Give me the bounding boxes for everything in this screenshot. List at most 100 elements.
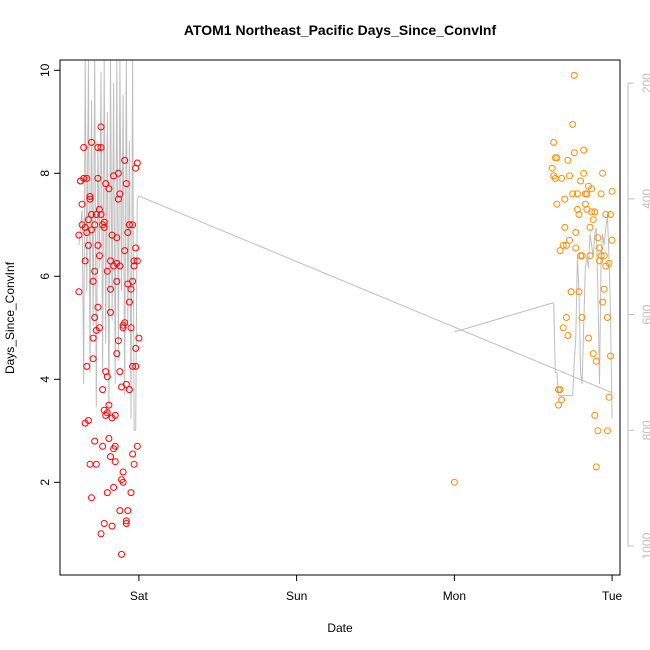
data-point bbox=[121, 247, 129, 255]
data-point bbox=[75, 231, 83, 239]
data-point bbox=[133, 159, 141, 167]
data-point bbox=[91, 267, 99, 275]
data-point bbox=[585, 334, 592, 342]
data-point bbox=[125, 386, 133, 394]
data-point bbox=[83, 362, 91, 370]
x-tick-label: Sat bbox=[130, 589, 149, 603]
data-point bbox=[583, 190, 591, 198]
data-point bbox=[572, 244, 580, 252]
data-point bbox=[558, 174, 566, 182]
data-point bbox=[548, 164, 556, 172]
data-point bbox=[86, 193, 94, 200]
data-point bbox=[607, 352, 614, 360]
data-point bbox=[122, 517, 130, 525]
data-point bbox=[564, 332, 572, 339]
data-point bbox=[103, 409, 111, 417]
data-point bbox=[116, 368, 124, 376]
overlay-line-segment bbox=[454, 216, 613, 419]
data-point bbox=[89, 277, 97, 285]
data-point bbox=[91, 221, 99, 229]
data-point bbox=[83, 174, 91, 182]
data-point bbox=[75, 288, 83, 296]
data-point bbox=[600, 252, 608, 260]
data-point bbox=[592, 463, 600, 471]
data-point bbox=[573, 190, 581, 198]
data-point bbox=[122, 380, 130, 388]
y2-tick-label: 400 bbox=[640, 189, 650, 209]
data-point bbox=[116, 190, 124, 198]
x-tick-label: Sun bbox=[286, 589, 307, 603]
data-point bbox=[86, 460, 94, 468]
data-point bbox=[127, 489, 135, 497]
data-point bbox=[84, 241, 92, 249]
data-point bbox=[561, 223, 569, 231]
data-point bbox=[566, 236, 573, 244]
data-point bbox=[450, 478, 458, 486]
y2-axis: 200 400 600 800 1000 bbox=[627, 73, 650, 559]
data-point bbox=[580, 146, 588, 154]
data-point bbox=[562, 314, 570, 321]
x-tick-label: Mon bbox=[443, 589, 466, 603]
data-point bbox=[107, 308, 114, 316]
data-point bbox=[608, 187, 616, 195]
data-point bbox=[577, 252, 585, 260]
data-point bbox=[105, 401, 113, 409]
data-point bbox=[114, 169, 122, 177]
data-point bbox=[100, 520, 108, 527]
data-point bbox=[599, 169, 607, 177]
y-tick-label: 2 bbox=[38, 479, 52, 486]
data-point bbox=[580, 169, 588, 177]
data-point bbox=[130, 257, 138, 265]
data-point bbox=[122, 180, 130, 188]
y2-tick-label: 200 bbox=[640, 73, 650, 93]
data-point bbox=[597, 190, 605, 198]
data-point bbox=[607, 211, 614, 218]
data-point bbox=[124, 280, 132, 288]
scatter-points bbox=[75, 71, 616, 558]
x-axis: Sat Sun Mon Tue bbox=[130, 575, 623, 603]
data-point bbox=[114, 337, 122, 345]
data-point bbox=[129, 221, 137, 229]
y-tick-label: 6 bbox=[38, 273, 52, 280]
data-point bbox=[603, 427, 611, 435]
y-axis: 2 4 6 8 10 bbox=[38, 63, 60, 486]
data-point bbox=[97, 530, 105, 538]
data-point bbox=[592, 357, 600, 365]
data-point bbox=[572, 229, 580, 236]
data-point bbox=[564, 156, 572, 164]
data-point bbox=[124, 507, 132, 515]
data-point bbox=[121, 156, 129, 164]
overlay-line-segment bbox=[78, 60, 613, 431]
data-point bbox=[589, 216, 597, 224]
data-point bbox=[586, 223, 594, 231]
data-point bbox=[559, 324, 567, 332]
data-point bbox=[103, 489, 111, 497]
data-point bbox=[569, 190, 577, 198]
data-point bbox=[581, 200, 589, 208]
data-point bbox=[110, 445, 118, 453]
data-point bbox=[103, 267, 111, 275]
data-point bbox=[599, 298, 607, 306]
y-axis-label: Days_Since_ConvInf bbox=[3, 261, 17, 374]
data-point bbox=[122, 520, 130, 527]
data-point bbox=[608, 236, 616, 244]
data-point bbox=[113, 350, 121, 358]
data-point bbox=[135, 334, 143, 342]
data-point bbox=[124, 229, 132, 236]
data-point bbox=[97, 144, 105, 151]
data-point bbox=[125, 298, 133, 306]
data-point bbox=[92, 211, 100, 218]
data-point bbox=[594, 427, 602, 435]
data-point bbox=[558, 396, 566, 404]
y-tick-label: 8 bbox=[38, 170, 52, 177]
data-point bbox=[575, 288, 583, 296]
data-point bbox=[94, 144, 102, 151]
data-point bbox=[129, 450, 137, 458]
data-point bbox=[570, 149, 578, 157]
data-point bbox=[570, 71, 578, 79]
data-point bbox=[102, 180, 110, 188]
x-axis-label: Date bbox=[327, 621, 353, 635]
data-point bbox=[94, 241, 102, 249]
data-point bbox=[77, 177, 84, 185]
data-point bbox=[594, 234, 602, 242]
